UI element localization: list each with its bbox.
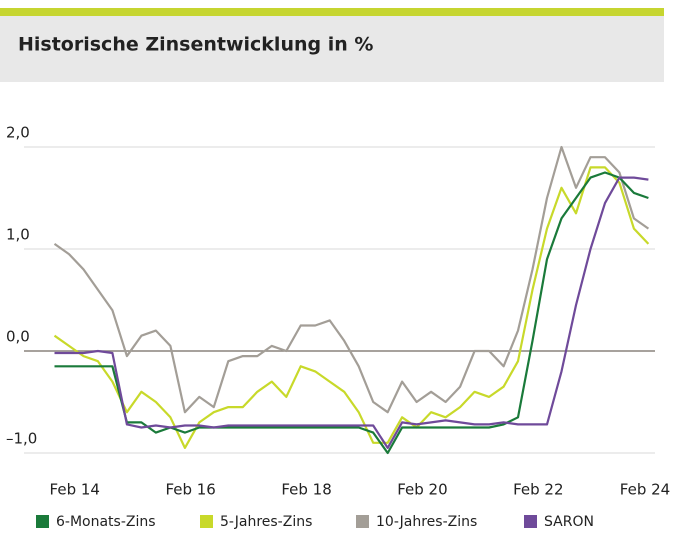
legend-label: 10-Jahres-Zins [376,514,477,530]
series-line [54,171,649,455]
accent-bar [0,8,664,16]
x-tick-label: Feb 14 [50,481,100,499]
legend-label: SARON [544,514,594,530]
y-tick-label: 1,0 [6,226,30,244]
x-tick-label: Feb 22 [513,481,563,499]
x-tick-label: Feb 18 [281,481,331,499]
header-box [0,16,664,82]
legend-label: 5-Jahres-Zins [220,514,312,530]
x-tick-label: Feb 16 [165,481,215,499]
legend-swatch [200,515,213,528]
y-tick-label: –1,0 [6,430,37,448]
x-tick-label: Feb 20 [397,481,447,499]
y-tick-label: 2,0 [6,124,30,142]
x-tick-label: Feb 24 [620,481,670,499]
chart-title: Historische Zinsentwicklung in % [18,34,373,56]
series-line [54,176,649,449]
y-tick-label: 0,0 [6,328,30,346]
series-line [53,145,650,414]
legend-swatch [36,515,49,528]
legend-swatch [524,515,537,528]
legend-label: 6-Monats-Zins [56,514,156,530]
series-line [53,166,650,449]
legend-swatch [356,515,369,528]
